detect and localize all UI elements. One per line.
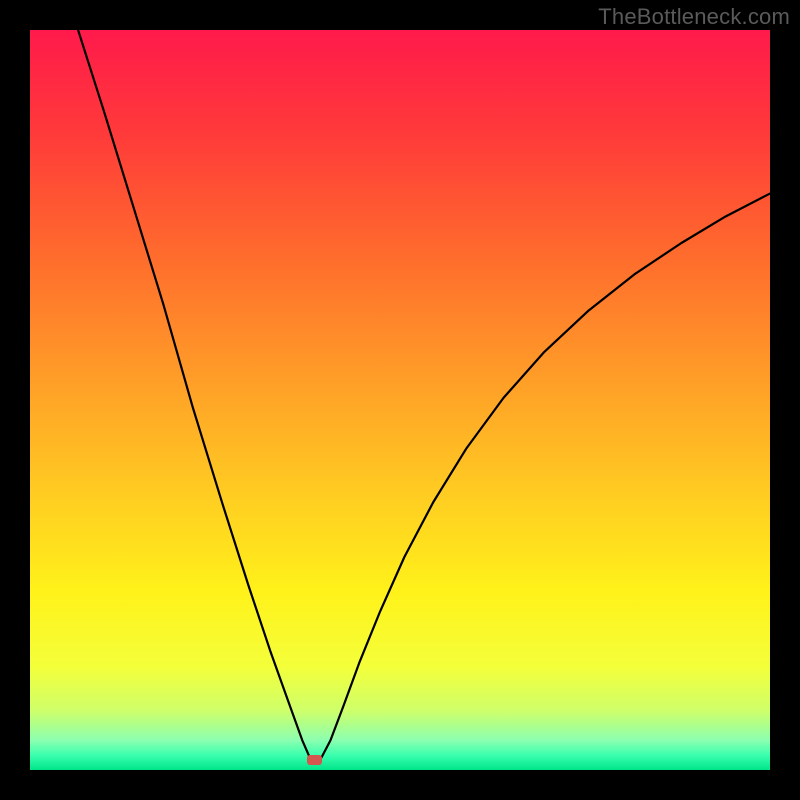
spectral-gradient-background <box>30 30 770 770</box>
watermark-text: TheBottleneck.com <box>598 4 790 30</box>
chart-figure: TheBottleneck.com <box>0 0 800 800</box>
plot-area <box>30 30 770 770</box>
